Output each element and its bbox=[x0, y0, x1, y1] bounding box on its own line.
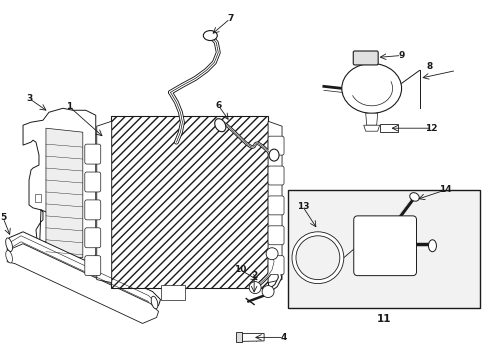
Ellipse shape bbox=[214, 119, 225, 132]
Text: 10: 10 bbox=[234, 265, 246, 274]
Bar bbox=[110, 116, 267, 288]
Ellipse shape bbox=[6, 251, 12, 263]
Ellipse shape bbox=[409, 193, 418, 201]
Text: 9: 9 bbox=[398, 51, 404, 60]
Polygon shape bbox=[363, 125, 379, 131]
Text: 7: 7 bbox=[226, 14, 233, 23]
Circle shape bbox=[262, 285, 273, 298]
Polygon shape bbox=[7, 232, 160, 311]
FancyBboxPatch shape bbox=[267, 166, 284, 185]
FancyBboxPatch shape bbox=[84, 172, 101, 192]
Text: 13: 13 bbox=[296, 202, 308, 211]
FancyBboxPatch shape bbox=[267, 196, 284, 215]
Ellipse shape bbox=[6, 238, 13, 252]
Ellipse shape bbox=[151, 296, 158, 309]
Text: 12: 12 bbox=[425, 124, 437, 133]
Polygon shape bbox=[365, 113, 377, 125]
Polygon shape bbox=[242, 333, 264, 341]
Polygon shape bbox=[7, 244, 158, 323]
Polygon shape bbox=[267, 121, 282, 283]
Ellipse shape bbox=[341, 63, 401, 113]
Bar bbox=[35, 194, 41, 202]
Ellipse shape bbox=[203, 31, 217, 41]
Polygon shape bbox=[236, 332, 242, 342]
FancyBboxPatch shape bbox=[267, 226, 284, 245]
Polygon shape bbox=[97, 121, 111, 283]
FancyBboxPatch shape bbox=[84, 200, 101, 220]
FancyBboxPatch shape bbox=[84, 144, 101, 164]
Polygon shape bbox=[23, 108, 96, 274]
Ellipse shape bbox=[427, 240, 436, 252]
Bar bbox=[160, 285, 185, 300]
Polygon shape bbox=[379, 124, 397, 132]
Text: 5: 5 bbox=[0, 213, 6, 222]
Circle shape bbox=[265, 248, 278, 260]
Circle shape bbox=[249, 282, 261, 293]
Text: 8: 8 bbox=[426, 62, 432, 71]
Text: 3: 3 bbox=[26, 94, 32, 103]
Polygon shape bbox=[46, 128, 82, 258]
Text: 11: 11 bbox=[376, 314, 390, 324]
Text: 1: 1 bbox=[65, 102, 72, 111]
FancyBboxPatch shape bbox=[352, 51, 377, 65]
Text: 6: 6 bbox=[215, 101, 221, 110]
Text: 4: 4 bbox=[280, 333, 286, 342]
Ellipse shape bbox=[268, 149, 279, 161]
Text: 14: 14 bbox=[438, 185, 451, 194]
Text: 2: 2 bbox=[250, 271, 257, 280]
FancyBboxPatch shape bbox=[267, 136, 284, 155]
FancyBboxPatch shape bbox=[267, 256, 284, 275]
FancyBboxPatch shape bbox=[84, 228, 101, 248]
Bar bbox=[287, 190, 479, 307]
FancyBboxPatch shape bbox=[353, 216, 416, 276]
FancyBboxPatch shape bbox=[84, 256, 101, 276]
